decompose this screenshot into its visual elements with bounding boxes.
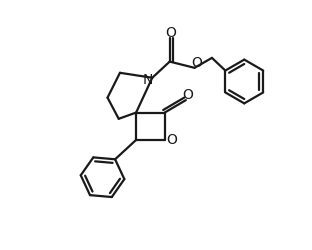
- Text: O: O: [191, 56, 202, 70]
- Text: O: O: [166, 133, 177, 147]
- Text: O: O: [183, 88, 193, 102]
- Text: N: N: [143, 73, 153, 87]
- Text: O: O: [165, 26, 176, 40]
